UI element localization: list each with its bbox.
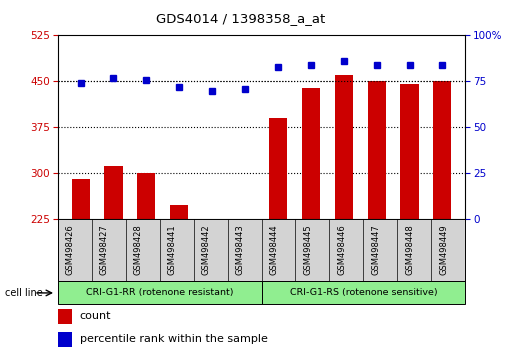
Text: GSM498441: GSM498441 <box>167 224 176 275</box>
Text: GSM498428: GSM498428 <box>133 224 142 275</box>
Text: GSM498446: GSM498446 <box>337 224 346 275</box>
Text: count: count <box>79 312 111 321</box>
Bar <box>58 309 72 324</box>
FancyBboxPatch shape <box>262 281 465 304</box>
Bar <box>302 87 320 219</box>
Text: GSM498444: GSM498444 <box>269 224 278 275</box>
Text: GSM498445: GSM498445 <box>303 224 313 275</box>
Text: percentile rank within the sample: percentile rank within the sample <box>79 335 267 344</box>
Text: GSM498448: GSM498448 <box>405 224 414 275</box>
Text: GDS4014 / 1398358_a_at: GDS4014 / 1398358_a_at <box>156 12 325 25</box>
Bar <box>58 332 72 347</box>
Bar <box>138 173 155 219</box>
Text: GSM498427: GSM498427 <box>99 224 109 275</box>
Bar <box>368 81 385 219</box>
Bar <box>335 75 353 219</box>
Text: GSM498449: GSM498449 <box>439 224 449 275</box>
Text: GSM498443: GSM498443 <box>235 224 244 275</box>
Text: GSM498442: GSM498442 <box>201 224 210 275</box>
Bar <box>434 81 451 219</box>
Bar <box>105 166 122 219</box>
FancyBboxPatch shape <box>58 281 262 304</box>
Bar <box>401 85 418 219</box>
Bar <box>269 118 287 219</box>
Text: CRI-G1-RS (rotenone sensitive): CRI-G1-RS (rotenone sensitive) <box>290 289 437 297</box>
Text: CRI-G1-RR (rotenone resistant): CRI-G1-RR (rotenone resistant) <box>86 289 233 297</box>
Text: GSM498426: GSM498426 <box>65 224 74 275</box>
Bar <box>72 179 89 219</box>
Text: cell line: cell line <box>5 288 43 298</box>
Bar <box>170 205 188 219</box>
Text: GSM498447: GSM498447 <box>371 224 381 275</box>
